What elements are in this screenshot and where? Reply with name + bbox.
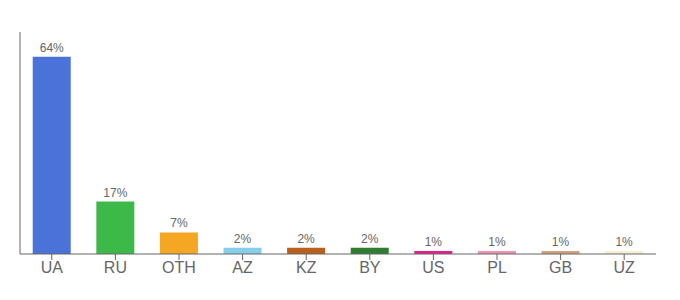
svg-text:64%: 64% [40, 41, 64, 55]
svg-text:2%: 2% [361, 232, 379, 246]
svg-text:1%: 1% [615, 235, 633, 249]
svg-text:OTH: OTH [162, 259, 196, 276]
svg-text:1%: 1% [552, 235, 570, 249]
svg-text:UZ: UZ [614, 259, 636, 276]
svg-text:RU: RU [104, 259, 127, 276]
svg-text:US: US [422, 259, 444, 276]
svg-text:7%: 7% [170, 216, 188, 230]
svg-text:17%: 17% [103, 186, 127, 200]
svg-text:1%: 1% [425, 235, 443, 249]
svg-text:UA: UA [41, 259, 64, 276]
svg-text:2%: 2% [297, 232, 315, 246]
svg-text:AZ: AZ [232, 259, 253, 276]
svg-text:2%: 2% [234, 232, 252, 246]
svg-text:KZ: KZ [296, 259, 317, 276]
svg-text:1%: 1% [488, 235, 506, 249]
svg-text:GB: GB [549, 259, 572, 276]
svg-text:PL: PL [487, 259, 507, 276]
svg-text:BY: BY [359, 259, 381, 276]
